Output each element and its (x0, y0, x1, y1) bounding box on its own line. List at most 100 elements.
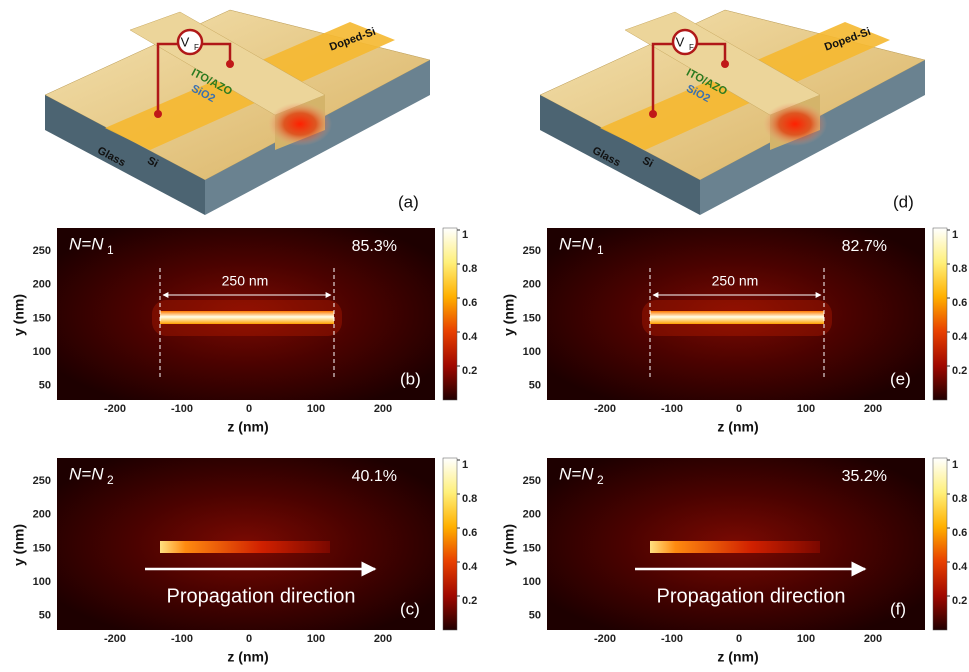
x-tick-label: 100 (307, 633, 325, 645)
colorbar-tick-label: 0.6 (952, 297, 967, 309)
y-tick-label: 200 (33, 509, 51, 521)
efficiency: 35.2% (842, 468, 887, 485)
y-tick-label: 250 (33, 245, 51, 257)
colorbar-tick-label: 0.6 (952, 527, 967, 539)
colorbar (933, 228, 947, 400)
colorbar (443, 458, 457, 630)
x-axis-title: z (nm) (717, 649, 758, 665)
field-band (160, 541, 330, 553)
x-tick-label: 200 (864, 403, 882, 415)
colorbar-tick-label: 0.4 (462, 331, 478, 343)
y-tick-label: 100 (33, 346, 51, 358)
y-tick-label: 100 (33, 576, 51, 588)
panel-label: (e) (890, 369, 911, 388)
y-tick-label: 50 (39, 380, 51, 392)
source-symbol: V (676, 34, 685, 49)
x-tick-label: -100 (661, 633, 683, 645)
x-axis-title: z (nm) (227, 419, 268, 435)
y-tick-label: 150 (33, 542, 51, 554)
y-tick-label: 250 (33, 475, 51, 487)
colorbar-tick-label: 0.8 (462, 493, 477, 505)
efficiency: 40.1% (352, 468, 397, 485)
y-axis-title: y (nm) (11, 524, 27, 566)
colorbar-tick-label: 1 (952, 459, 958, 471)
field-band (650, 311, 824, 324)
colorbar-tick-label: 0.4 (952, 561, 968, 573)
figure: VFDoped-SiITO/AZOSiO2GlassSi(a)VFDoped-S… (0, 0, 969, 667)
x-axis-title: z (nm) (227, 649, 268, 665)
direction-label: Propagation direction (166, 585, 355, 607)
y-tick-label: 150 (523, 542, 541, 554)
x-tick-label: -100 (661, 403, 683, 415)
panel-label: (c) (400, 599, 420, 618)
y-tick-label: 150 (33, 312, 51, 324)
panel-label: (f) (890, 599, 906, 618)
device-illustration (45, 10, 430, 215)
n-subscript: 2 (107, 473, 114, 487)
source-subscript: F (689, 43, 694, 52)
source-subscript: F (194, 43, 199, 52)
x-tick-label: -200 (104, 633, 126, 645)
device-illustration (540, 10, 925, 215)
colorbar-tick-label: 0.8 (462, 263, 477, 275)
span-label: 250 nm (712, 273, 759, 289)
colorbar-tick-label: 1 (462, 459, 468, 471)
y-tick-label: 50 (39, 610, 51, 622)
direction-label: Propagation direction (656, 585, 845, 607)
colorbar-tick-label: 0.2 (462, 595, 477, 607)
x-tick-label: 200 (864, 633, 882, 645)
colorbar-tick-label: 0.8 (952, 263, 967, 275)
x-tick-label: 200 (374, 403, 392, 415)
n-label: N=N (559, 464, 594, 483)
n-subscript: 1 (597, 243, 604, 257)
colorbar-tick-label: 0.2 (952, 595, 967, 607)
colorbar-tick-label: 1 (952, 229, 958, 241)
field-band (650, 541, 820, 553)
n-label: N=N (69, 234, 104, 253)
y-tick-label: 100 (523, 346, 541, 358)
y-tick-label: 50 (529, 610, 541, 622)
x-axis-title: z (nm) (717, 419, 758, 435)
y-tick-label: 200 (523, 279, 541, 291)
y-axis-title: y (nm) (501, 294, 517, 336)
n-subscript: 2 (597, 473, 604, 487)
colorbar-tick-label: 1 (462, 229, 468, 241)
y-tick-label: 200 (523, 509, 541, 521)
n-subscript: 1 (107, 243, 114, 257)
y-tick-label: 200 (33, 279, 51, 291)
x-tick-label: -200 (594, 403, 616, 415)
y-tick-label: 250 (523, 245, 541, 257)
x-tick-label: 0 (246, 403, 252, 415)
x-tick-label: 100 (307, 403, 325, 415)
x-tick-label: 200 (374, 633, 392, 645)
y-axis-title: y (nm) (501, 524, 517, 566)
n-label: N=N (69, 464, 104, 483)
n-label: N=N (559, 234, 594, 253)
panel-label: (a) (398, 192, 419, 211)
x-tick-label: -200 (594, 633, 616, 645)
x-tick-label: 100 (797, 633, 815, 645)
field-band (160, 311, 334, 324)
span-label: 250 nm (222, 273, 269, 289)
y-tick-label: 100 (523, 576, 541, 588)
source-symbol: V (181, 34, 190, 49)
x-tick-label: 0 (736, 403, 742, 415)
x-tick-label: -100 (171, 403, 193, 415)
colorbar (443, 228, 457, 400)
colorbar-tick-label: 0.2 (952, 365, 967, 377)
efficiency: 85.3% (352, 238, 397, 255)
y-tick-label: 150 (523, 312, 541, 324)
colorbar-tick-label: 0.6 (462, 297, 477, 309)
colorbar-tick-label: 0.2 (462, 365, 477, 377)
colorbar-tick-label: 0.6 (462, 527, 477, 539)
colorbar-tick-label: 0.4 (952, 331, 968, 343)
x-tick-label: 100 (797, 403, 815, 415)
y-tick-label: 50 (529, 380, 541, 392)
x-tick-label: 0 (736, 633, 742, 645)
panel-label: (d) (893, 192, 914, 211)
panel-label: (b) (400, 369, 421, 388)
x-tick-label: -100 (171, 633, 193, 645)
y-tick-label: 250 (523, 475, 541, 487)
